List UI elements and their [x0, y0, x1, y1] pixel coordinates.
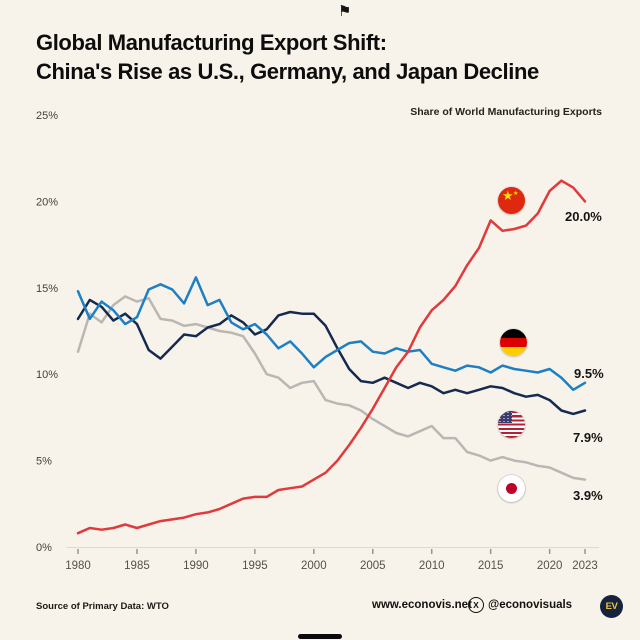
svg-text:1985: 1985	[124, 560, 150, 572]
source-note: Source of Primary Data: WTO	[36, 601, 169, 612]
value-label-china: 20.0%	[565, 209, 602, 224]
svg-text:0%: 0%	[36, 542, 52, 554]
china-flag-star-icon: ★	[502, 188, 514, 203]
svg-text:1990: 1990	[183, 560, 209, 572]
svg-text:1980: 1980	[65, 560, 91, 572]
x-logo-icon: X	[468, 597, 484, 613]
china-flag-icon: ★ ★	[498, 187, 525, 214]
svg-text:10%: 10%	[36, 369, 58, 381]
home-indicator	[298, 634, 342, 639]
page-title: Global Manufacturing Export Shift: China…	[36, 28, 596, 86]
title-line-1: Global Manufacturing Export Shift:	[36, 30, 387, 55]
value-label-us: 7.9%	[573, 430, 603, 445]
social-handle: @econovisuals	[488, 599, 573, 611]
website-text: www.econovis.net	[372, 599, 472, 611]
svg-text:2000: 2000	[301, 560, 327, 572]
social-handle-group: X @econovisuals	[468, 597, 572, 613]
germany-flag-icon	[500, 329, 527, 356]
us-flag-canton	[498, 411, 512, 423]
flag-icon: ⚑	[338, 3, 352, 20]
svg-text:25%: 25%	[36, 110, 58, 122]
svg-text:2023: 2023	[572, 560, 598, 572]
japan-flag-icon	[498, 475, 525, 502]
svg-text:15%: 15%	[36, 283, 58, 295]
econovisuals-logo: EV	[600, 595, 623, 618]
svg-text:20%: 20%	[36, 196, 58, 208]
svg-text:2010: 2010	[419, 560, 445, 572]
value-label-germany: 9.5%	[574, 366, 604, 381]
value-label-japan: 3.9%	[573, 488, 603, 503]
us-flag-icon	[498, 411, 525, 438]
chart-subtitle: Share of World Manufacturing Exports	[410, 106, 602, 118]
title-line-2: China's Rise as U.S., Germany, and Japan…	[36, 59, 539, 85]
svg-text:1995: 1995	[242, 560, 268, 572]
svg-text:2020: 2020	[537, 560, 563, 572]
svg-text:2005: 2005	[360, 560, 386, 572]
svg-text:5%: 5%	[36, 456, 52, 468]
svg-text:2015: 2015	[478, 560, 504, 572]
japan-flag-sun	[506, 483, 517, 494]
china-flag-small-star-icon: ★	[513, 191, 519, 197]
